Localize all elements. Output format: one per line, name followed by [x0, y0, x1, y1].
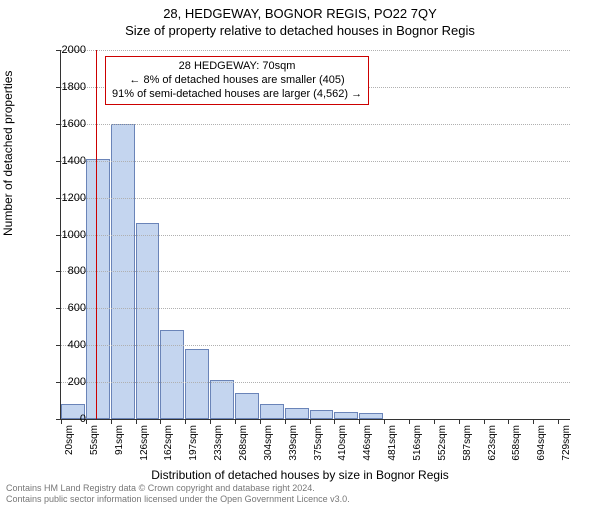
gridline [61, 161, 570, 162]
x-tick-label: 481sqm [387, 425, 398, 465]
x-tick-mark [409, 419, 410, 424]
x-tick-mark [384, 419, 385, 424]
annotation-line1: 28 HEDGEWAY: 70sqm [112, 60, 362, 74]
x-tick-mark [136, 419, 137, 424]
x-tick-label: 516sqm [412, 425, 423, 465]
gridline [61, 235, 570, 236]
x-tick-label: 197sqm [188, 425, 199, 465]
annotation-box: 28 HEDGEWAY: 70sqm ← 8% of detached hous… [105, 56, 369, 105]
histogram-bar [334, 412, 358, 419]
x-axis-label: Distribution of detached houses by size … [0, 468, 600, 482]
histogram-bar [136, 223, 160, 419]
y-tick-label: 600 [46, 302, 86, 314]
y-tick-label: 1600 [46, 118, 86, 130]
histogram-bar [359, 413, 383, 419]
x-tick-mark [459, 419, 460, 424]
y-tick-label: 200 [46, 376, 86, 388]
x-tick-label: 729sqm [561, 425, 572, 465]
x-tick-mark [334, 419, 335, 424]
x-tick-label: 694sqm [536, 425, 547, 465]
annotation-line3: 91% of semi-detached houses are larger (… [112, 88, 362, 102]
y-tick-label: 800 [46, 265, 86, 277]
gridline [61, 345, 570, 346]
x-tick-mark [185, 419, 186, 424]
x-tick-label: 20sqm [64, 425, 75, 465]
histogram-bar [185, 349, 209, 419]
gridline [61, 124, 570, 125]
x-tick-label: 55sqm [89, 425, 100, 465]
chart-container: 28, HEDGEWAY, BOGNOR REGIS, PO22 7QY Siz… [0, 6, 600, 506]
x-tick-label: 304sqm [263, 425, 274, 465]
chart-title-sub: Size of property relative to detached ho… [0, 23, 600, 38]
y-tick-label: 2000 [46, 44, 86, 56]
x-tick-label: 446sqm [362, 425, 373, 465]
x-tick-label: 126sqm [139, 425, 150, 465]
histogram-bar [160, 330, 184, 419]
x-tick-label: 658sqm [511, 425, 522, 465]
y-axis-label: Number of detached properties [1, 71, 15, 236]
x-tick-mark [310, 419, 311, 424]
x-tick-label: 268sqm [238, 425, 249, 465]
chart-title-main: 28, HEDGEWAY, BOGNOR REGIS, PO22 7QY [0, 6, 600, 21]
annotation-line2: ← 8% of detached houses are smaller (405… [112, 74, 362, 88]
x-tick-mark [210, 419, 211, 424]
histogram-bar [210, 380, 234, 419]
x-tick-label: 587sqm [462, 425, 473, 465]
x-tick-mark [434, 419, 435, 424]
histogram-bar [310, 410, 334, 419]
y-tick-label: 0 [46, 413, 86, 425]
y-tick-label: 1800 [46, 81, 86, 93]
footer-attribution: Contains HM Land Registry data © Crown c… [6, 483, 594, 504]
gridline [61, 50, 570, 51]
x-tick-label: 552sqm [437, 425, 448, 465]
x-tick-mark [285, 419, 286, 424]
histogram-bar [260, 404, 284, 419]
y-tick-label: 400 [46, 339, 86, 351]
x-tick-label: 162sqm [163, 425, 174, 465]
x-tick-label: 339sqm [288, 425, 299, 465]
footer-line2: Contains public sector information licen… [6, 494, 594, 504]
y-tick-label: 1200 [46, 192, 86, 204]
x-tick-mark [260, 419, 261, 424]
x-tick-mark [484, 419, 485, 424]
x-tick-mark [533, 419, 534, 424]
y-tick-label: 1400 [46, 155, 86, 167]
gridline [61, 198, 570, 199]
histogram-bar [235, 393, 259, 419]
x-tick-mark [508, 419, 509, 424]
y-tick-label: 1000 [46, 229, 86, 241]
gridline [61, 308, 570, 309]
x-tick-mark [235, 419, 236, 424]
plot-area [60, 50, 570, 420]
x-tick-label: 91sqm [114, 425, 125, 465]
gridline [61, 382, 570, 383]
x-tick-label: 623sqm [487, 425, 498, 465]
x-tick-mark [160, 419, 161, 424]
x-tick-mark [111, 419, 112, 424]
footer-line1: Contains HM Land Registry data © Crown c… [6, 483, 594, 493]
x-tick-mark [558, 419, 559, 424]
x-tick-label: 375sqm [313, 425, 324, 465]
gridline [61, 271, 570, 272]
x-tick-label: 410sqm [337, 425, 348, 465]
x-tick-mark [359, 419, 360, 424]
x-tick-label: 233sqm [213, 425, 224, 465]
histogram-bar [285, 408, 309, 419]
